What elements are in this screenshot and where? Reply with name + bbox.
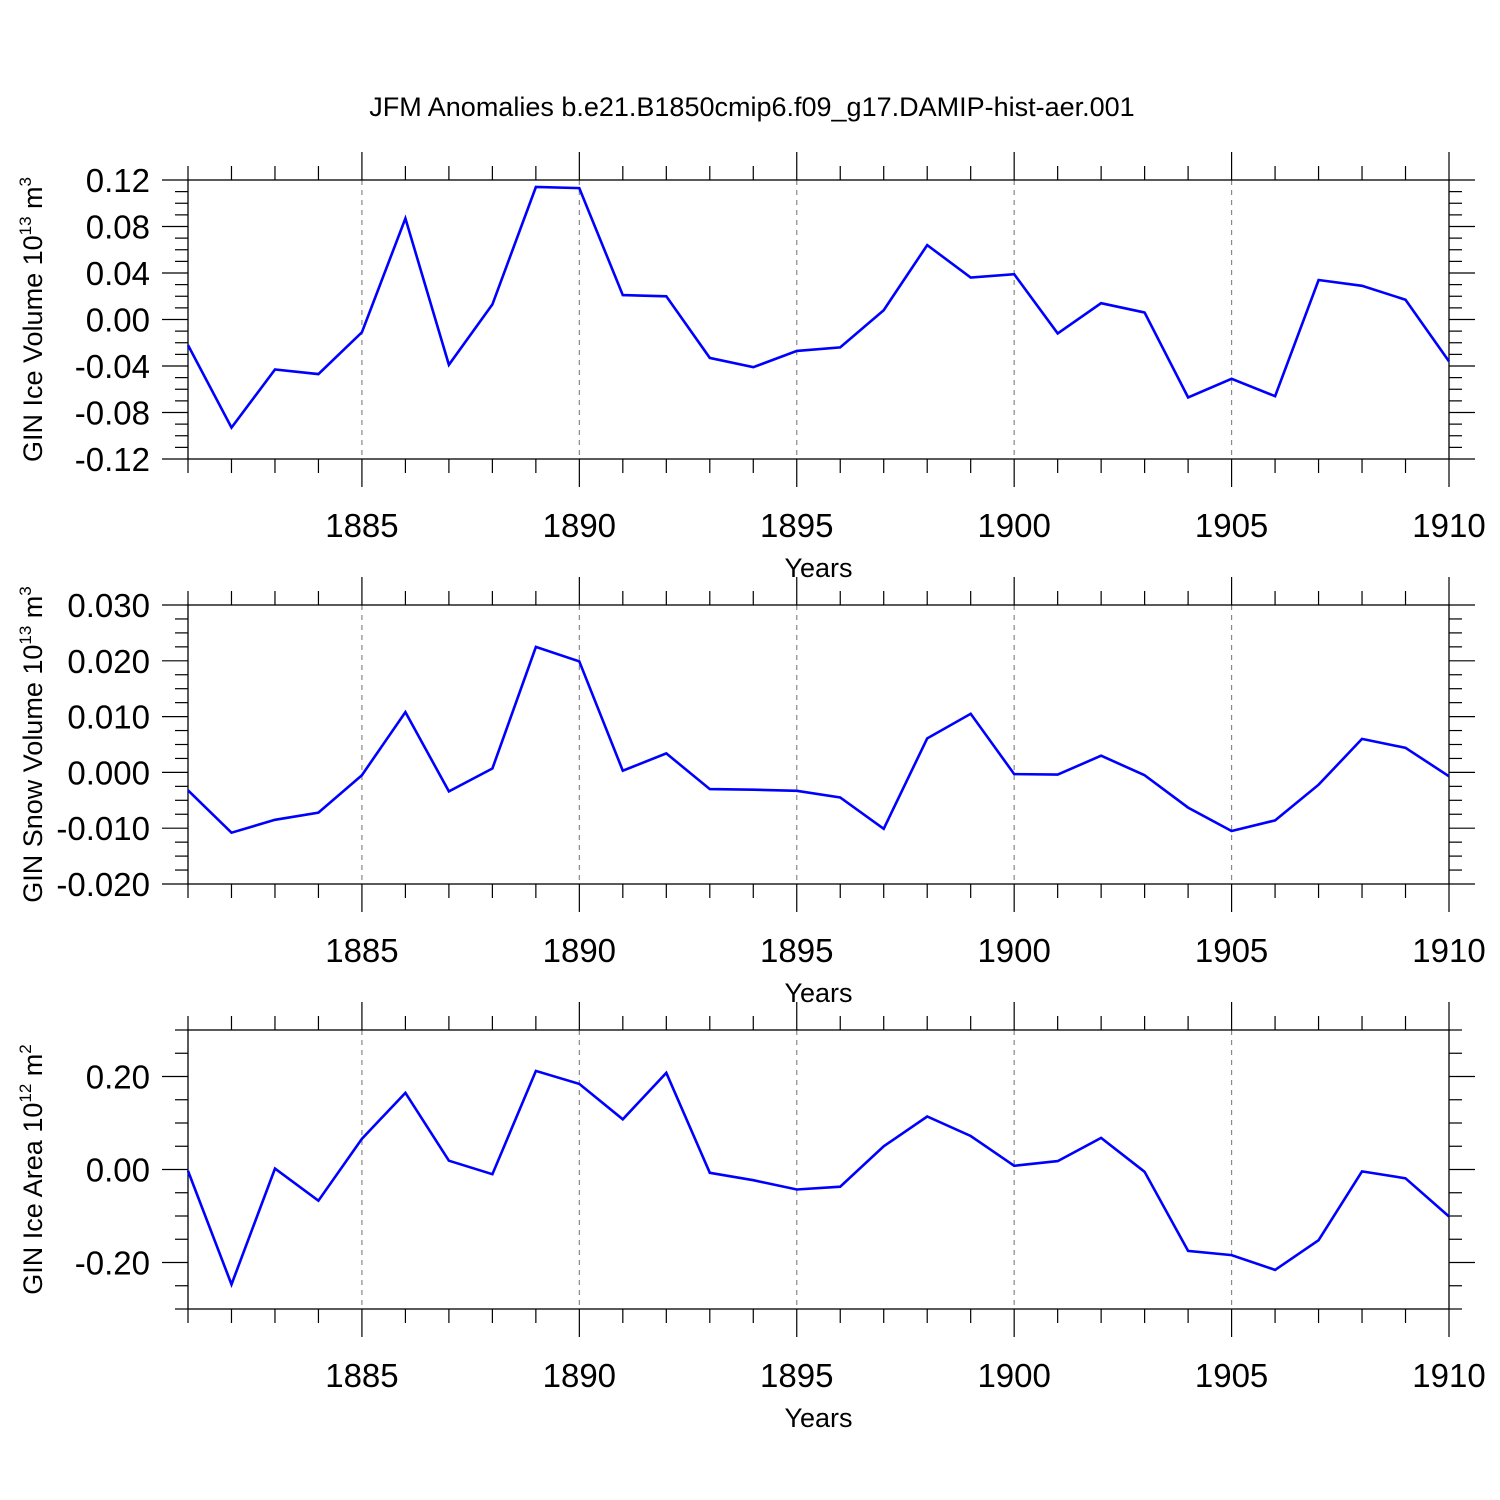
panel-1: -0.12 -0.08 -0.04 0.00 0.04 0.08 0.12 1885 1890 1…	[16, 152, 1486, 583]
y-axis-label-unit: m	[18, 596, 48, 626]
x-tick-label: 1910	[1412, 1357, 1485, 1394]
x-tick-label: 1890	[543, 507, 616, 544]
x-tick-label: 1910	[1412, 507, 1485, 544]
y-axis-label-unit: m	[18, 186, 48, 216]
series-line	[186, 1069, 1450, 1289]
y-tick-label: 0.030	[67, 587, 150, 624]
panel-2: -0.020 -0.010 0.000 0.010 0.020 0.030 1885 1890…	[16, 577, 1486, 1008]
x-axis-label: Years	[784, 978, 852, 1008]
y-axis-label-unit-exponent: 2	[16, 1044, 35, 1053]
x-tick-label: 1905	[1195, 1357, 1268, 1394]
y-axis-label-text: GIN Ice Area 10	[18, 1103, 48, 1295]
y-tick-label: 0.00	[86, 302, 150, 339]
y-tick-label: 0.00	[86, 1152, 150, 1189]
y-tick-label: 0.04	[86, 255, 150, 292]
y-tick-label: 0.20	[86, 1059, 150, 1096]
x-tick-label: 1905	[1195, 507, 1268, 544]
x-tick-label: 1900	[977, 507, 1050, 544]
y-axis-label: GIN Ice Area 1012 m2	[16, 1044, 48, 1295]
x-tick-label: 1895	[760, 932, 833, 969]
y-tick-label: -0.20	[75, 1245, 150, 1282]
x-tick-label: 1900	[977, 1357, 1050, 1394]
y-axis-label-text: GIN Snow Volume 10	[18, 645, 48, 903]
y-axis-label-unit: m	[18, 1054, 48, 1084]
y-axis-label-text: GIN Ice Volume 10	[18, 235, 48, 462]
x-tick-label: 1885	[325, 1357, 398, 1394]
y-axis-label-exponent: 13	[16, 626, 35, 645]
y-axis-label-exponent: 13	[16, 216, 35, 235]
y-axis-label-unit-exponent: 3	[16, 177, 35, 186]
y-tick-label: -0.08	[75, 395, 150, 432]
y-tick-label: -0.12	[75, 441, 150, 478]
panel-3: -0.20 0.00 0.20 1885 1890 1895 1900 1905 1910 Yea…	[16, 1002, 1486, 1433]
x-tick-label: 1905	[1195, 932, 1268, 969]
y-tick-label: 0.020	[67, 643, 150, 680]
y-axis-label-unit-exponent: 3	[16, 586, 35, 595]
x-tick-label: 1890	[543, 1357, 616, 1394]
x-axis-label: Years	[784, 553, 852, 583]
y-tick-label: 0.010	[67, 699, 150, 736]
x-tick-label: 1910	[1412, 932, 1485, 969]
y-tick-label: 0.08	[86, 209, 150, 246]
x-tick-label: 1885	[325, 932, 398, 969]
y-tick-label: 0.000	[67, 754, 150, 791]
y-tick-label: -0.020	[56, 866, 150, 903]
x-tick-label: 1890	[543, 932, 616, 969]
chart-title: JFM Anomalies b.e21.B1850cmip6.f09_g17.D…	[369, 92, 1134, 122]
y-axis-label: GIN Snow Volume 1013 m3	[16, 586, 48, 903]
y-tick-label: -0.04	[75, 348, 150, 385]
series-line	[187, 645, 1450, 835]
y-axis-label-exponent: 12	[16, 1084, 35, 1103]
x-axis-label: Years	[784, 1403, 852, 1433]
y-tick-label: -0.010	[56, 810, 150, 847]
plot-frame	[187, 179, 1450, 460]
x-tick-label: 1895	[760, 1357, 833, 1394]
y-tick-label: 0.12	[86, 162, 150, 199]
x-tick-label: 1895	[760, 507, 833, 544]
plot-frame	[187, 1029, 1450, 1310]
x-tick-label: 1885	[325, 507, 398, 544]
series-line	[186, 185, 1451, 431]
x-tick-label: 1900	[977, 932, 1050, 969]
y-axis-label: GIN Ice Volume 1013 m3	[16, 177, 48, 462]
plot-frame	[187, 604, 1450, 885]
